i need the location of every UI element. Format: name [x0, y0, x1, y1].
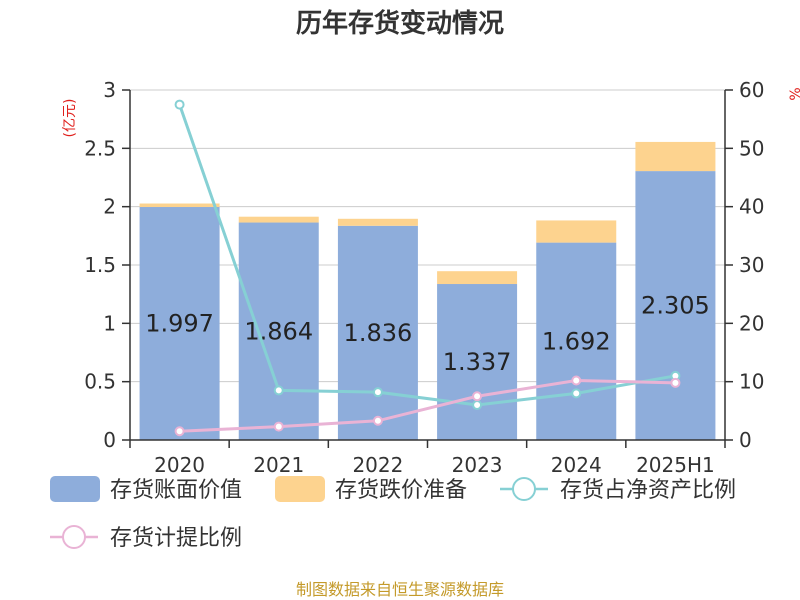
- series-point: [273, 385, 284, 396]
- left-tick-label: 2.5: [84, 136, 116, 160]
- series-point: [571, 388, 582, 399]
- series-point: [372, 415, 383, 426]
- right-tick-label: 20: [739, 311, 764, 335]
- bar-book-value: [536, 242, 617, 440]
- legend-swatch: [50, 476, 100, 502]
- legend-label: 存货跌价准备: [335, 478, 467, 503]
- x-tick-label: 2021: [253, 453, 304, 477]
- x-tick-label: 2024: [551, 453, 602, 477]
- right-tick-label: 10: [739, 370, 764, 394]
- series-lines: [174, 99, 681, 437]
- legend-marker: [62, 525, 86, 549]
- x-tick-label: 2025H1: [636, 453, 715, 477]
- bar-impairment: [437, 271, 518, 285]
- source-note: 制图数据来自恒生聚源数据库: [296, 580, 504, 599]
- bar-value-label: 1.997: [145, 310, 214, 338]
- right-tick-label: 0: [739, 428, 752, 452]
- legend-label: 存货计提比例: [110, 526, 242, 551]
- right-tick-label: 40: [739, 195, 764, 219]
- series-line: [179, 378, 676, 433]
- bar-impairment: [139, 203, 220, 208]
- chart-title: 历年存货变动情况: [296, 8, 504, 39]
- legend-label: 存货账面价值: [110, 478, 242, 503]
- left-tick-label: 1: [103, 311, 116, 335]
- left-tick-label: 1.5: [84, 253, 116, 277]
- bar-impairment: [238, 216, 319, 223]
- x-tick-label: 2022: [352, 453, 403, 477]
- bar-value-label: 2.305: [641, 292, 710, 320]
- left-tick-label: 0: [103, 428, 116, 452]
- bar-impairment: [337, 218, 418, 226]
- series-point: [273, 421, 284, 432]
- axes: 0 0 0.5 10 1 20 1.5 30 2 40 2.5 50 3 60 2020 2021 2022 20…: [84, 78, 764, 477]
- left-tick-label: 3: [103, 78, 116, 102]
- bar-value-label: 1.836: [344, 319, 413, 347]
- bar-impairment: [635, 141, 716, 172]
- series-point: [472, 400, 483, 410]
- bar-impairment: [536, 220, 617, 243]
- series-point: [670, 377, 681, 388]
- legend-label: 存货占净资产比例: [560, 478, 736, 503]
- bar-book-value: [238, 222, 319, 440]
- right-tick-label: 50: [739, 136, 764, 160]
- bar-value-label: 1.692: [542, 327, 611, 355]
- right-tick-label: 30: [739, 253, 764, 277]
- left-axis-unit: (亿元): [62, 99, 78, 138]
- bar-book-value: [139, 207, 220, 440]
- series-line: [178, 104, 676, 407]
- right-axis-unit: %: [788, 87, 800, 100]
- series-point: [372, 387, 383, 398]
- right-tick-label: 60: [739, 78, 764, 102]
- left-tick-label: 2: [103, 195, 116, 219]
- series-point: [174, 99, 185, 110]
- left-tick-label: 0.5: [84, 370, 116, 394]
- series-point: [571, 375, 582, 386]
- bar-book-value: [437, 284, 518, 440]
- bar-value-label: 1.337: [443, 348, 512, 376]
- bars: [139, 141, 716, 441]
- bar-book-value: [635, 171, 716, 441]
- series-point: [472, 391, 483, 402]
- legend-swatch: [275, 476, 325, 502]
- x-tick-label: 2023: [452, 453, 503, 477]
- bar-book-value: [337, 225, 418, 440]
- legend-marker: [512, 477, 536, 501]
- series-point: [174, 426, 185, 437]
- x-tick-label: 2020: [154, 453, 205, 477]
